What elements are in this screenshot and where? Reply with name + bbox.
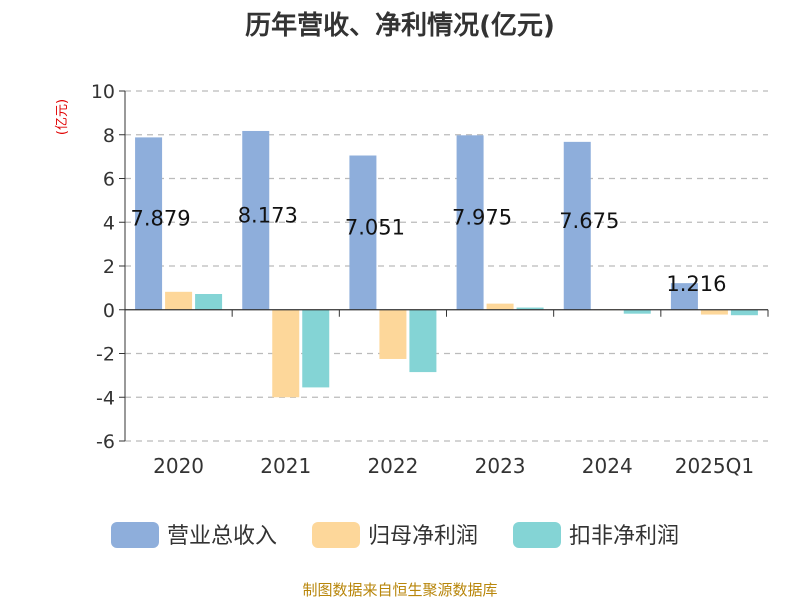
bar-扣非净利润-2023[interactable] — [516, 307, 544, 310]
bar-归母净利润-2025Q1[interactable] — [700, 309, 728, 315]
legend-swatch[interactable] — [111, 522, 159, 548]
x-tick-label: 2025Q1 — [675, 454, 754, 478]
bar-扣非净利润-2021[interactable] — [302, 309, 330, 388]
data-label: 1.216 — [666, 272, 726, 296]
y-tick-label: 4 — [103, 212, 115, 234]
x-tick-label: 2023 — [475, 454, 526, 478]
bar-营业总收入-2023[interactable] — [456, 135, 484, 310]
legend-swatch[interactable] — [513, 522, 561, 548]
y-tick-label: 2 — [103, 256, 115, 278]
data-label: 8.173 — [238, 203, 298, 227]
legend-label[interactable]: 归母净利润 — [368, 524, 478, 549]
bar-营业总收入-2022[interactable] — [349, 155, 377, 310]
y-axis-unit-label: (亿元) — [55, 99, 70, 135]
y-tick-label: -4 — [96, 387, 115, 409]
legend-label[interactable]: 扣非净利润 — [569, 524, 679, 549]
data-label: 7.675 — [559, 209, 619, 233]
y-tick-label: 10 — [91, 81, 115, 103]
legend: 营业总收入 归母净利润 扣非净利润 — [111, 522, 679, 549]
bar-营业总收入-2020[interactable] — [135, 137, 163, 310]
bar-营业总收入-2021[interactable] — [242, 130, 270, 310]
bar-归母净利润-2021[interactable] — [272, 309, 300, 398]
bar-归母净利润-2023[interactable] — [486, 303, 514, 310]
bar-扣非净利润-2022[interactable] — [409, 309, 437, 373]
y-tick-label: 6 — [103, 169, 115, 191]
bar-营业总收入-2025Q1[interactable] — [670, 283, 698, 310]
bar-营业总收入-2024[interactable] — [563, 141, 591, 310]
y-tick-label: 8 — [103, 125, 115, 147]
x-tick-label: 2024 — [582, 454, 633, 478]
data-label: 7.051 — [345, 216, 405, 240]
y-tick-label: -6 — [96, 431, 115, 453]
y-tick-label: 0 — [103, 300, 115, 322]
grid-lines — [125, 90, 768, 442]
axes: 10 8 6 4 2 0 -2 -4 -6 2020 2021 2022 2023 2024 2025Q1 — [91, 81, 769, 478]
data-labels: 7.879 8.173 7.051 7.975 7.675 1.216 — [131, 203, 727, 296]
bar-扣非净利润-2024[interactable] — [623, 309, 651, 314]
y-tick-label: -2 — [96, 344, 115, 366]
chart-title: 历年营收、净利情况(亿元) — [245, 10, 555, 41]
data-label: 7.879 — [131, 207, 191, 231]
legend-label[interactable]: 营业总收入 — [167, 524, 277, 549]
legend-swatch[interactable] — [312, 522, 360, 548]
bar-扣非净利润-2025Q1[interactable] — [730, 309, 758, 316]
bar-扣非净利润-2020[interactable] — [195, 294, 223, 310]
bar-归母净利润-2022[interactable] — [379, 309, 407, 359]
source-note: 制图数据来自恒生聚源数据库 — [302, 581, 497, 599]
x-tick-label: 2022 — [367, 454, 418, 478]
bar-归母净利润-2020[interactable] — [165, 291, 193, 310]
x-tick-label: 2020 — [153, 454, 204, 478]
bars — [135, 130, 758, 398]
x-tick-label: 2021 — [260, 454, 311, 478]
data-label: 7.975 — [452, 206, 512, 230]
